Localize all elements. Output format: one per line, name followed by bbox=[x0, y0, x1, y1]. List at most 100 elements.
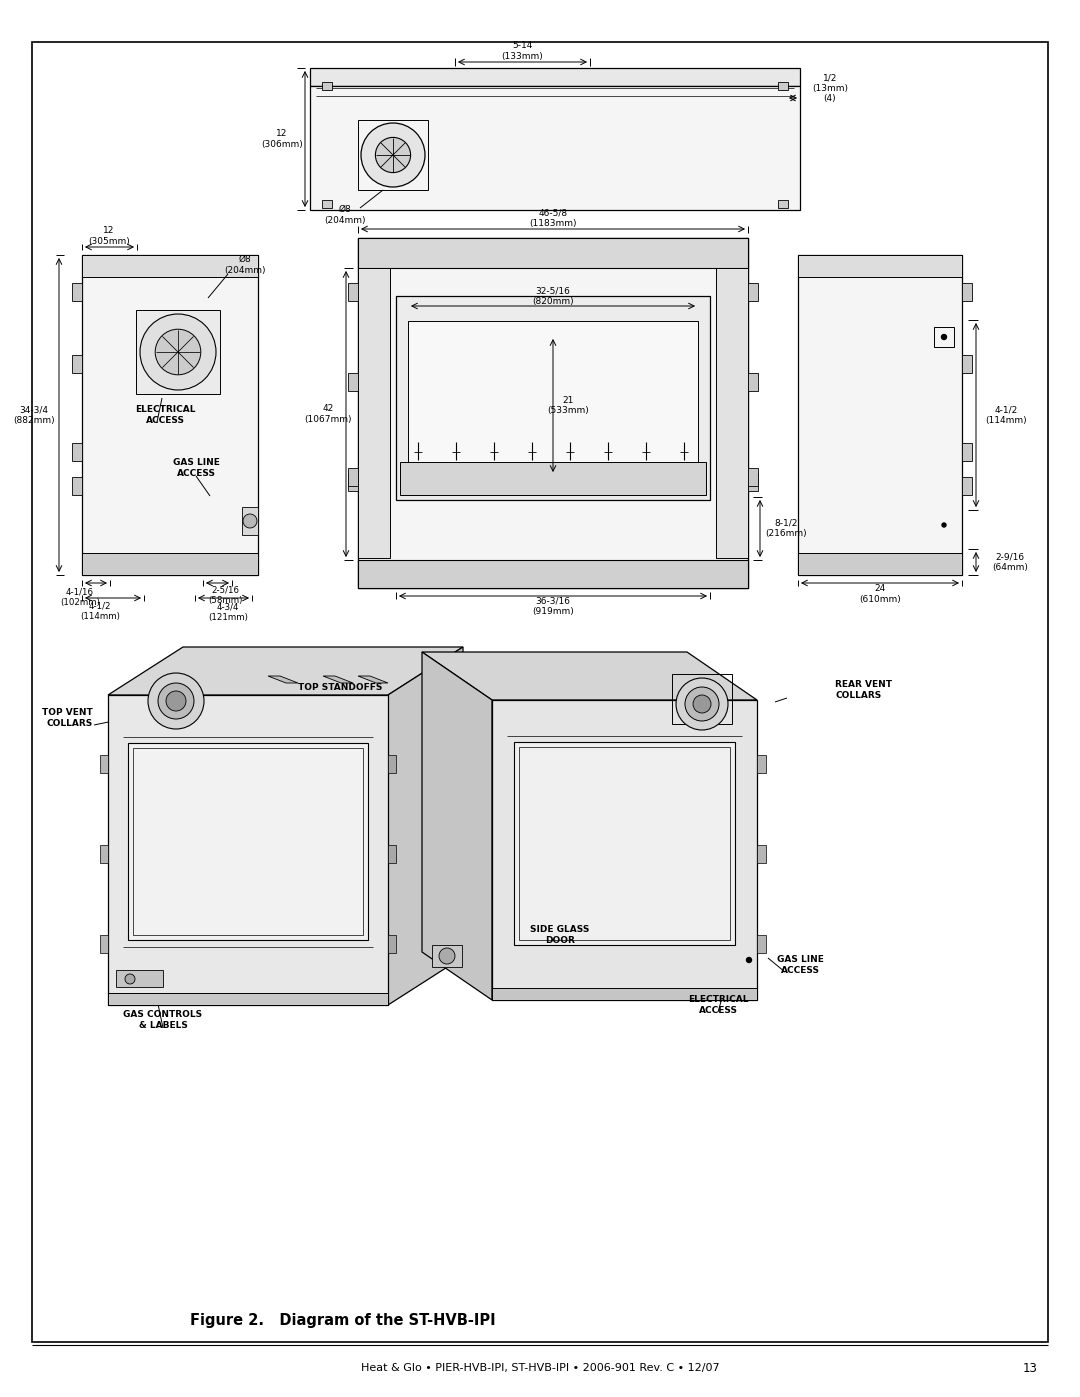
Polygon shape bbox=[757, 935, 766, 953]
Polygon shape bbox=[514, 742, 735, 944]
Circle shape bbox=[158, 683, 194, 719]
Polygon shape bbox=[757, 754, 766, 773]
Circle shape bbox=[438, 949, 455, 964]
Text: 42
(1067mm): 42 (1067mm) bbox=[305, 404, 352, 423]
Text: Ø8
(204mm): Ø8 (204mm) bbox=[324, 205, 366, 225]
Polygon shape bbox=[492, 700, 757, 1000]
Bar bbox=[934, 327, 954, 346]
Circle shape bbox=[746, 957, 752, 963]
Bar bbox=[310, 68, 800, 87]
Polygon shape bbox=[129, 743, 368, 940]
Bar bbox=[432, 944, 462, 967]
Bar bbox=[672, 673, 732, 724]
Text: 12
(306mm): 12 (306mm) bbox=[261, 130, 302, 148]
Text: 4-1/2
(114mm): 4-1/2 (114mm) bbox=[985, 405, 1027, 425]
Polygon shape bbox=[388, 754, 396, 773]
Polygon shape bbox=[100, 935, 108, 953]
Text: REAR VENT
COLLARS: REAR VENT COLLARS bbox=[835, 680, 892, 700]
Circle shape bbox=[125, 974, 135, 983]
Bar bbox=[348, 373, 357, 391]
Text: 4-1/2
(114mm): 4-1/2 (114mm) bbox=[80, 601, 120, 620]
Bar bbox=[72, 355, 82, 373]
Text: ELECTRICAL
ACCESS: ELECTRICAL ACCESS bbox=[135, 405, 195, 425]
Polygon shape bbox=[388, 647, 463, 1004]
Bar bbox=[357, 560, 748, 588]
Text: 1/2
(13mm)
(4): 1/2 (13mm) (4) bbox=[812, 73, 848, 103]
Text: GAS LINE
ACCESS: GAS LINE ACCESS bbox=[173, 458, 219, 478]
Circle shape bbox=[140, 314, 216, 390]
Text: SIDE GLASS
DOOR: SIDE GLASS DOOR bbox=[530, 925, 590, 944]
Text: TOP VENT
COLLARS: TOP VENT COLLARS bbox=[42, 708, 93, 728]
Text: 8-1/2
(216mm): 8-1/2 (216mm) bbox=[766, 518, 807, 538]
Polygon shape bbox=[108, 993, 388, 1004]
Bar bbox=[348, 468, 357, 486]
Text: 5-14
(133mm): 5-14 (133mm) bbox=[501, 42, 543, 60]
Text: 24
(610mm): 24 (610mm) bbox=[859, 584, 901, 604]
Bar bbox=[310, 87, 800, 210]
Polygon shape bbox=[388, 935, 396, 953]
Circle shape bbox=[676, 678, 728, 731]
Bar bbox=[72, 476, 82, 495]
Polygon shape bbox=[268, 676, 298, 683]
Text: 12
(305mm): 12 (305mm) bbox=[89, 226, 130, 246]
Bar bbox=[322, 200, 332, 208]
Bar bbox=[748, 284, 758, 300]
Text: Figure 2.   Diagram of the ST-HVB-IPI: Figure 2. Diagram of the ST-HVB-IPI bbox=[190, 1313, 496, 1327]
Circle shape bbox=[148, 673, 204, 729]
Text: ELECTRICAL
ACCESS: ELECTRICAL ACCESS bbox=[688, 995, 748, 1014]
Polygon shape bbox=[422, 652, 492, 1000]
Circle shape bbox=[166, 692, 186, 711]
Polygon shape bbox=[116, 970, 163, 988]
Text: 2-9/16
(64mm): 2-9/16 (64mm) bbox=[993, 552, 1028, 571]
Bar bbox=[357, 120, 428, 190]
Text: 46-5/8
(1183mm): 46-5/8 (1183mm) bbox=[529, 208, 577, 228]
Circle shape bbox=[156, 330, 201, 374]
Bar bbox=[778, 82, 788, 89]
Bar bbox=[748, 373, 758, 391]
Bar bbox=[322, 82, 332, 89]
Bar bbox=[82, 553, 258, 576]
Text: TOP STANDOFFS: TOP STANDOFFS bbox=[298, 683, 382, 693]
Bar bbox=[716, 268, 748, 557]
Bar bbox=[778, 200, 788, 208]
Polygon shape bbox=[357, 676, 388, 683]
Circle shape bbox=[685, 687, 719, 721]
Polygon shape bbox=[108, 647, 463, 694]
Bar bbox=[357, 237, 748, 588]
Polygon shape bbox=[492, 988, 757, 1000]
Bar bbox=[72, 443, 82, 461]
Polygon shape bbox=[422, 652, 757, 700]
Polygon shape bbox=[108, 694, 388, 1004]
Circle shape bbox=[243, 514, 257, 528]
Polygon shape bbox=[100, 754, 108, 773]
Bar bbox=[408, 321, 698, 490]
Bar bbox=[72, 284, 82, 300]
Text: Ø8
(204mm): Ø8 (204mm) bbox=[225, 256, 266, 275]
Bar bbox=[798, 256, 962, 576]
Polygon shape bbox=[100, 845, 108, 863]
Text: 13: 13 bbox=[1023, 1362, 1038, 1375]
Circle shape bbox=[942, 334, 946, 339]
Text: GAS CONTROLS
& LABELS: GAS CONTROLS & LABELS bbox=[123, 1010, 203, 1030]
Bar bbox=[357, 268, 390, 557]
Text: 34-3/4
(882mm): 34-3/4 (882mm) bbox=[13, 405, 55, 425]
Text: Heat & Glo • PIER-HVB-IPI, ST-HVB-IPI • 2006-901 Rev. C • 12/07: Heat & Glo • PIER-HVB-IPI, ST-HVB-IPI • … bbox=[361, 1363, 719, 1373]
Bar bbox=[962, 443, 972, 461]
Text: 2-5/16
(58mm): 2-5/16 (58mm) bbox=[207, 585, 242, 605]
Polygon shape bbox=[323, 676, 353, 683]
Bar bbox=[748, 474, 758, 490]
Bar bbox=[962, 355, 972, 373]
Bar bbox=[798, 553, 962, 576]
Bar bbox=[400, 462, 706, 495]
Polygon shape bbox=[388, 845, 396, 863]
Bar bbox=[798, 256, 962, 277]
Bar bbox=[242, 507, 258, 535]
Text: 36-3/16
(919mm): 36-3/16 (919mm) bbox=[532, 597, 573, 616]
Circle shape bbox=[376, 137, 410, 173]
Text: 21
(533mm): 21 (533mm) bbox=[548, 395, 589, 415]
Bar bbox=[962, 284, 972, 300]
Circle shape bbox=[361, 123, 426, 187]
Bar bbox=[357, 237, 748, 268]
Text: GAS LINE
ACCESS: GAS LINE ACCESS bbox=[777, 956, 823, 975]
Polygon shape bbox=[757, 845, 766, 863]
